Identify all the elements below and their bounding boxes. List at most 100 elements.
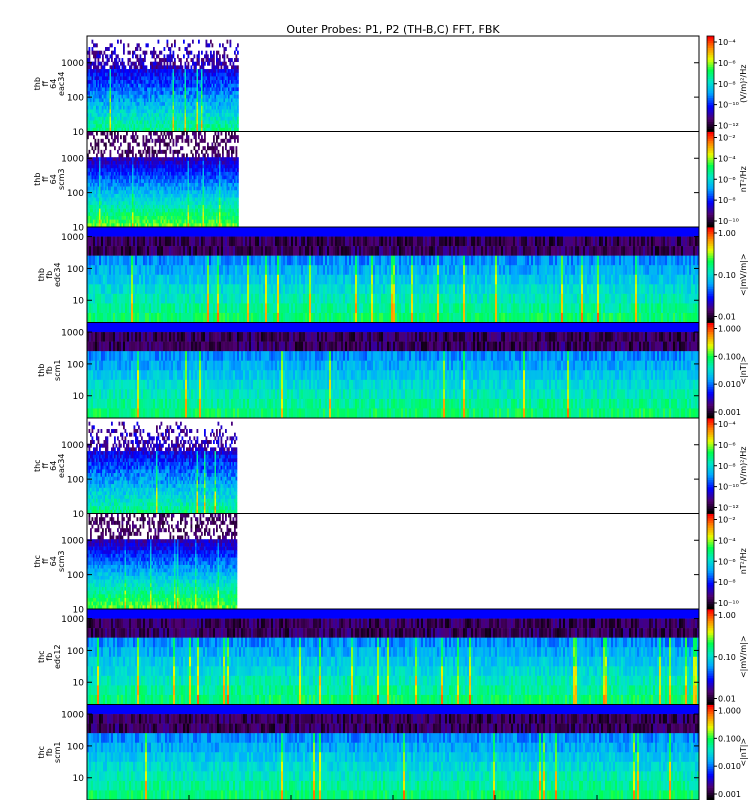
panel-thc-fb-edc12: 1000 100 10 thc fb edc12 1.00 0.10 0.01 <|mV/m|> — [37, 608, 748, 705]
colorbar-tick-label: 10⁻¹² — [718, 122, 739, 131]
colorbar-tick-label: 0.001 — [718, 790, 741, 799]
y-axis-label-line: ff — [41, 81, 50, 87]
y-axis-label-line: scm1 — [53, 360, 62, 381]
colorbar-tick-label: 10⁻⁶ — [718, 59, 736, 68]
chart-title: Outer Probes: P1, P2 (TH-B,C) FFT, FBK — [286, 23, 500, 36]
colorbar-label: <|mV/m|> — [739, 635, 748, 678]
colorbar-tick-label: 0.001 — [718, 408, 741, 417]
y-axis-label: thb ff 64 eac34 — [33, 72, 66, 96]
panel-frame — [86, 704, 700, 800]
colorbar-tick-label: 10⁻⁶ — [718, 441, 736, 450]
colorbar-tick-label: 0.10 — [718, 653, 736, 662]
y-tick-label: 1000 — [61, 233, 84, 243]
y-tick-label: 10 — [73, 679, 85, 689]
y-axis-label-line: edc34 — [53, 262, 62, 287]
y-axis-label-line: thb — [33, 173, 42, 186]
colorbar-tick-label: 0.01 — [718, 313, 736, 322]
y-tick-label: 1000 — [61, 329, 84, 339]
y-tick-label: 10 — [73, 224, 85, 234]
colorbar-tick-label: 10⁻¹² — [718, 504, 739, 513]
y-axis-label: thc fb scm1 — [37, 742, 62, 763]
panel-thb-fb-edc34: 1000 100 10 thb fb edc34 1.00 0.10 0.01 <|mV/m|> — [37, 226, 748, 323]
colorbar-label: <|nT|> — [739, 356, 748, 385]
y-axis-label-line: scm1 — [53, 742, 62, 763]
colorbar-tick-label: 0.100 — [718, 352, 741, 361]
colorbar-thc-ff-eac34: 10⁻⁴ 10⁻⁶ 10⁻⁸ 10⁻¹⁰ 10⁻¹² (V/m)²/Hz — [706, 417, 748, 514]
y-axis-label: thc ff 64 scm3 — [33, 551, 66, 572]
y-tick-label: 10 — [73, 297, 85, 307]
y-axis-label-line: thc — [33, 555, 42, 568]
y-axis-label-line: 64 — [49, 79, 58, 89]
colorbar-thc-ff-scm3: 10⁻² 10⁻⁴ 10⁻⁶ 10⁻⁸ 10⁻¹⁰ nT²/Hz — [706, 513, 748, 610]
panel-thb-fb-scm1: 1000 100 10 thb fb scm1 1.000 0.100 0.010 0.001 <|… — [37, 322, 748, 419]
y-tick-label: 10 — [73, 392, 85, 402]
colorbar-thb-ff-scm3: 10⁻² 10⁻⁴ 10⁻⁶ 10⁻⁸ 10⁻¹⁰ nT²/Hz — [706, 131, 748, 228]
y-axis-label-line: thb — [37, 364, 46, 377]
y-tick-label: 100 — [67, 189, 84, 199]
colorbar-tick-label: 10⁻² — [718, 516, 736, 525]
y-axis-label-line: fb — [45, 653, 54, 661]
colorbar-tick-label: 10⁻¹⁰ — [718, 217, 739, 226]
y-axis-label-line: scm3 — [57, 551, 66, 572]
colorbar-label: (V/m)²/Hz — [739, 65, 748, 103]
colorbar-thb-fb-edc34: 1.00 0.10 0.01 <|mV/m|> — [706, 226, 748, 323]
y-tick-label: 10 — [73, 128, 85, 138]
heatmap-thb-fb-edc34 — [87, 227, 700, 323]
y-axis-label: thb fb scm1 — [37, 360, 62, 381]
y-tick-label: 1000 — [61, 155, 84, 165]
colorbar-thb-ff-eac34: 10⁻⁴ 10⁻⁶ 10⁻⁸ 10⁻¹⁰ 10⁻¹² (V/m)²/Hz — [706, 35, 748, 132]
heatmap-thb-ff-scm3 — [87, 131, 239, 228]
colorbar-tick-label: 1.000 — [718, 325, 741, 334]
heatmap-thc-fb-edc12 — [87, 609, 700, 705]
y-axis-label: thc ff 64 eac34 — [33, 454, 66, 478]
y-axis-label-line: edc12 — [53, 644, 62, 669]
colorbar-label: <|nT|> — [739, 738, 748, 767]
colorbar-tick-label: 10⁻⁴ — [718, 154, 736, 163]
y-tick-label: 10 — [73, 774, 85, 784]
heatmap-thc-fb-scm1 — [87, 704, 700, 800]
y-axis-label-line: ff — [41, 176, 50, 182]
y-axis-label: thb ff 64 scm3 — [33, 169, 66, 190]
heatmap-thc-ff-eac34 — [87, 421, 238, 514]
y-axis-label-line: scm3 — [57, 169, 66, 190]
colorbar-frame — [706, 704, 715, 800]
x-axis: 1200130014001500160017001800hhmm2014 Dec… — [86, 795, 700, 800]
colorbar-thb-fb-scm1: 1.000 0.100 0.010 0.001 <|nT|> — [706, 322, 748, 419]
panel-thb-ff-scm3: 1000 100 10 thb ff 64 scm3 10⁻² 10⁻⁴ 10⁻⁶ 10⁻⁸ 10⁻¹… — [33, 131, 748, 234]
y-axis-label-line: thb — [33, 77, 42, 90]
y-tick-label: 1000 — [61, 615, 84, 625]
colorbar-tick-label: 1.000 — [718, 707, 741, 716]
y-tick-label: 1000 — [61, 59, 84, 69]
heatmap-thb-fb-scm1 — [87, 322, 700, 419]
colorbar-label: nT²/Hz — [739, 166, 748, 192]
colorbar-tick-label: 1.00 — [718, 611, 736, 620]
colorbar-tick-label: 10⁻⁶ — [718, 557, 736, 566]
y-axis-label-line: ff — [41, 558, 50, 564]
colorbar-tick-label: 10⁻⁴ — [718, 420, 736, 429]
colorbar-tick-label: 0.010 — [718, 762, 741, 771]
y-axis-label-line: fb — [45, 748, 54, 756]
y-tick-label: 100 — [67, 265, 84, 275]
colorbar-label: nT²/Hz — [739, 548, 748, 574]
y-axis-label-line: 64 — [49, 174, 58, 184]
heatmap-thb-ff-eac34 — [87, 39, 239, 132]
colorbar-tick-label: 1.00 — [718, 229, 736, 238]
y-tick-label: 1000 — [61, 711, 84, 721]
colorbar-thc-fb-scm1: 1.000 0.100 0.010 0.001 <|nT|> — [706, 704, 748, 800]
y-tick-label: 100 — [67, 647, 84, 657]
colorbar-tick-label: 10⁻⁸ — [718, 462, 736, 471]
colorbar-tick-label: 10⁻⁸ — [718, 196, 736, 205]
y-tick-label: 1000 — [61, 537, 84, 547]
y-axis-label-line: thc — [37, 650, 46, 663]
y-tick-label: 10 — [73, 510, 85, 520]
y-tick-label: 1000 — [61, 441, 84, 451]
colorbar-tick-label: 10⁻⁴ — [718, 536, 736, 545]
colorbar-tick-label: 10⁻⁴ — [718, 38, 736, 47]
y-tick-label: 100 — [67, 571, 84, 581]
y-tick-label: 100 — [67, 94, 84, 104]
colorbar-tick-label: 0.01 — [718, 695, 736, 704]
y-tick-label: 100 — [67, 742, 84, 752]
colorbar-tick-label: 10⁻⁸ — [718, 578, 736, 587]
